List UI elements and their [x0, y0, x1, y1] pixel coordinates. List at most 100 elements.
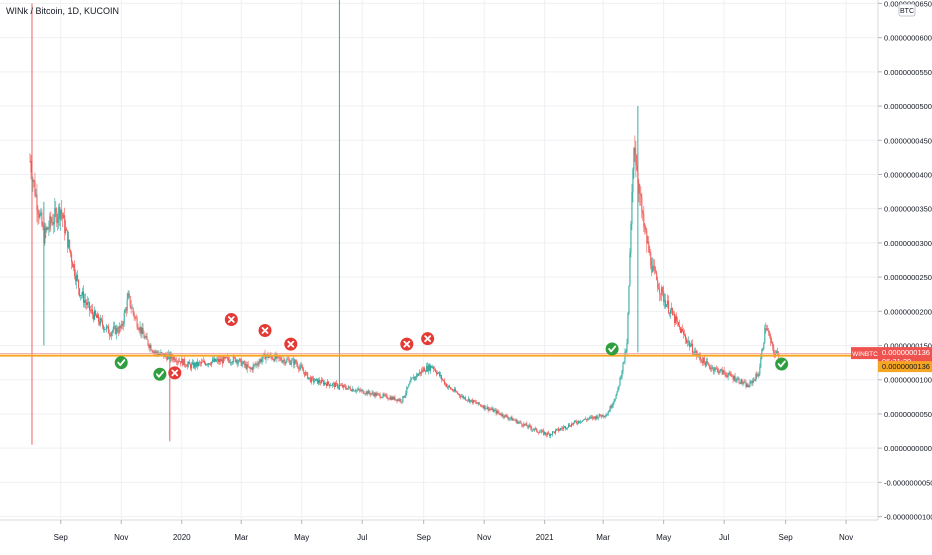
candle-body	[324, 382, 326, 385]
candle-body	[485, 408, 487, 410]
candle-body	[161, 352, 163, 354]
candle-body	[384, 394, 386, 396]
candle	[354, 388, 356, 393]
candle	[564, 425, 566, 431]
candle	[425, 369, 427, 375]
candle	[36, 183, 38, 223]
candle	[669, 312, 671, 317]
candle	[114, 325, 116, 335]
y-tick-label: 0.0000000350	[884, 205, 932, 214]
candle	[627, 311, 629, 345]
candle-body	[30, 161, 32, 173]
candle-body	[337, 387, 339, 388]
candle	[334, 381, 336, 388]
candle	[729, 370, 731, 376]
candle-body	[53, 222, 55, 225]
candle-body	[524, 423, 526, 425]
candle-body	[322, 380, 324, 382]
candle-body	[405, 393, 407, 396]
candle-body	[92, 314, 94, 320]
candle-body	[545, 432, 547, 435]
candle-body	[439, 372, 441, 376]
candle-body	[126, 299, 128, 311]
candle	[239, 358, 241, 363]
y-tick-label: 0.0000000000	[884, 444, 932, 453]
candle	[62, 212, 64, 228]
candle-body	[105, 326, 107, 330]
candle-body	[361, 390, 363, 391]
candle	[392, 395, 394, 401]
candle	[230, 361, 232, 366]
candle-body	[57, 218, 59, 224]
check-mark	[156, 370, 165, 378]
candle	[749, 379, 751, 388]
candle	[364, 393, 366, 396]
y-tick-label: 0.0000000600	[884, 34, 932, 43]
candle-body	[72, 262, 74, 268]
candle	[93, 306, 95, 321]
candle	[414, 376, 416, 382]
candle-body	[207, 364, 209, 365]
candle-body	[645, 228, 647, 232]
candle	[313, 376, 315, 385]
y-axis: 0.00000006500.00000006000.00000005500.00…	[878, 0, 932, 522]
candle-body	[249, 367, 251, 369]
candle-body	[584, 418, 586, 420]
candle	[719, 368, 721, 374]
candle-body	[770, 335, 772, 343]
candle-body	[186, 366, 188, 367]
candle-body	[43, 226, 45, 244]
candle-body	[140, 326, 142, 334]
candle	[409, 380, 411, 385]
candle-body	[702, 357, 704, 364]
candle	[721, 366, 723, 376]
candle-body	[287, 359, 289, 361]
candle-body	[344, 385, 346, 389]
candle-body	[465, 399, 467, 401]
candle	[238, 357, 240, 363]
candle-body	[441, 375, 443, 380]
candle-body	[500, 414, 502, 416]
candle	[248, 366, 250, 369]
candle	[329, 382, 331, 387]
candle	[405, 390, 407, 399]
candle-body	[573, 420, 575, 423]
candle	[391, 395, 393, 401]
candle	[463, 396, 465, 400]
candle-body	[490, 409, 492, 410]
candle-body	[358, 388, 360, 390]
candle	[578, 420, 580, 424]
candle-body	[697, 354, 699, 356]
candle	[290, 360, 292, 366]
candle-body	[561, 428, 563, 429]
candle-body	[684, 335, 686, 340]
candle-body	[523, 423, 525, 427]
candle-body	[359, 389, 361, 392]
candle-body	[399, 399, 401, 401]
candle-body	[85, 300, 87, 303]
candle	[488, 406, 490, 412]
candle-body	[406, 387, 408, 394]
candle	[381, 396, 383, 399]
candle-body	[552, 431, 554, 435]
candle	[337, 384, 339, 390]
candle	[616, 391, 618, 396]
candle-body	[175, 360, 177, 362]
candle-body	[195, 363, 197, 367]
candle	[635, 140, 637, 178]
candle-body	[432, 366, 434, 368]
candle	[50, 211, 52, 232]
candle-body	[382, 394, 384, 398]
candle	[289, 357, 291, 366]
candle	[383, 392, 385, 397]
candle	[481, 405, 483, 408]
candle-body	[209, 364, 211, 365]
candle-body	[586, 418, 588, 421]
candle	[620, 375, 622, 380]
candle-body	[236, 359, 238, 364]
candle	[717, 367, 719, 375]
candle-body	[616, 391, 618, 396]
candle-body	[611, 405, 613, 408]
candle-body	[537, 431, 539, 433]
